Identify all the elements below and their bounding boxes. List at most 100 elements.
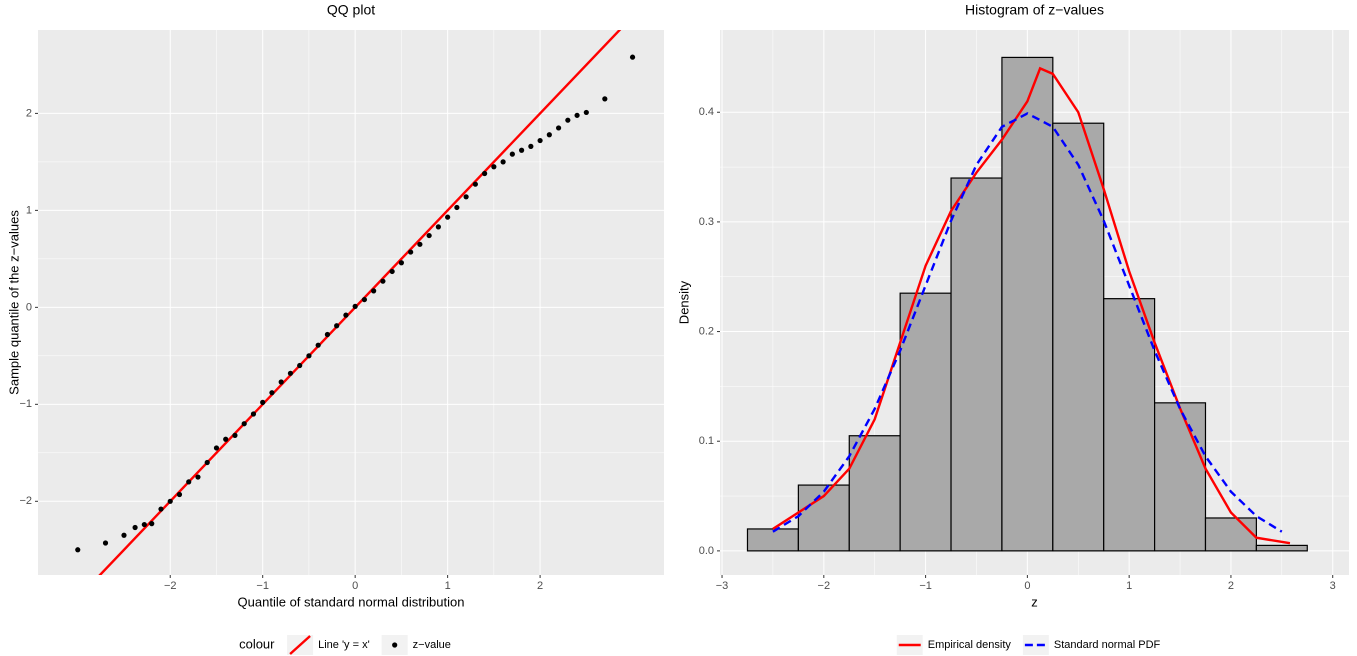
- point: [223, 436, 229, 442]
- point: [398, 260, 404, 266]
- point: [380, 278, 386, 284]
- point: [287, 370, 294, 376]
- point: [241, 421, 247, 427]
- point: [371, 288, 377, 294]
- legend-label: Standard normal PDF: [1054, 639, 1161, 651]
- y-tick-label: 0.3: [699, 216, 714, 228]
- point: [472, 181, 478, 187]
- y-axis-title: Sample quantile of the z−values: [6, 210, 21, 395]
- point: [435, 224, 441, 230]
- point: [149, 521, 155, 527]
- x-tick-label: 0: [1024, 580, 1030, 592]
- plot-layer: [75, 30, 636, 575]
- point: [389, 268, 395, 275]
- x-axis-title: z: [1031, 594, 1038, 609]
- point: [491, 164, 497, 170]
- point: [454, 204, 460, 211]
- x-tick-label: −3: [716, 580, 729, 592]
- point: [269, 390, 275, 396]
- bar: [899, 292, 952, 552]
- point: [509, 151, 515, 157]
- point: [546, 132, 552, 138]
- point: [250, 411, 257, 417]
- x-tick-label: 3: [1330, 580, 1336, 592]
- point: [232, 432, 238, 438]
- point: [528, 143, 534, 149]
- legend: Empirical density Standard normal PDF: [896, 635, 1161, 655]
- point: [324, 331, 331, 338]
- legend-key: [289, 635, 311, 655]
- x-tick-label: −1: [256, 580, 269, 592]
- point: [482, 170, 488, 177]
- point: [167, 498, 173, 504]
- point: [555, 125, 562, 131]
- point: [121, 532, 127, 538]
- bar: [950, 177, 1003, 552]
- y-tick-label: 0.2: [699, 325, 714, 337]
- x-tick-label: 0: [352, 580, 358, 592]
- point: [204, 459, 210, 466]
- point: [195, 474, 201, 480]
- x-tick-label: −1: [919, 580, 932, 592]
- bar: [1052, 122, 1105, 552]
- legend-label: Empirical density: [928, 639, 1012, 651]
- point: [602, 96, 608, 102]
- line: [772, 112, 1283, 533]
- y-tick-label: −2: [19, 495, 32, 507]
- point: [343, 312, 349, 318]
- x-tick-label: −2: [818, 580, 831, 592]
- bar: [746, 528, 799, 552]
- bar: [848, 435, 901, 552]
- bar: [1255, 544, 1308, 552]
- point: [408, 249, 414, 255]
- plot-background: [38, 30, 664, 575]
- point: [315, 342, 321, 348]
- x-tick-label: 2: [1228, 580, 1234, 592]
- point: [176, 491, 183, 498]
- point: [574, 112, 580, 118]
- point: [426, 232, 432, 239]
- point: [463, 194, 469, 200]
- bar: [1154, 402, 1207, 552]
- bar: [1001, 56, 1054, 552]
- y-tick-label: 0.4: [699, 106, 714, 118]
- bar: [797, 484, 850, 552]
- y-tick-label: 0.1: [699, 435, 714, 447]
- point: [186, 479, 192, 485]
- bar: [1204, 517, 1257, 552]
- point: [334, 323, 340, 329]
- point: [306, 353, 312, 359]
- point: [260, 399, 266, 405]
- line: [98, 30, 622, 575]
- line: [772, 66, 1291, 545]
- point: [361, 296, 368, 303]
- legend-title: colour: [239, 636, 275, 651]
- point: [213, 445, 220, 451]
- point: [141, 521, 147, 528]
- y-axis-title: Density: [676, 280, 691, 324]
- chart-title: QQ plot: [327, 2, 375, 18]
- point: [297, 362, 303, 369]
- legend-key: [392, 642, 398, 648]
- y-tick-label: 0: [26, 301, 32, 313]
- legend-label: z−value: [413, 639, 451, 651]
- point: [629, 54, 636, 60]
- y-tick-label: 1: [26, 204, 32, 216]
- chart-title: Histogram of z−values: [965, 2, 1104, 18]
- point: [583, 109, 589, 116]
- legend-label: Line 'y = x': [318, 639, 370, 651]
- point: [352, 303, 358, 309]
- point: [132, 524, 138, 531]
- point: [417, 241, 423, 247]
- point: [75, 547, 81, 553]
- x-tick-label: 2: [537, 580, 543, 592]
- y-tick-label: 2: [26, 107, 32, 119]
- plot-layer: [746, 56, 1308, 552]
- point: [158, 506, 164, 512]
- x-tick-label: −2: [164, 580, 177, 592]
- point: [500, 159, 506, 165]
- legend: colour Line 'y = x' z−value: [239, 635, 451, 655]
- point: [102, 540, 109, 546]
